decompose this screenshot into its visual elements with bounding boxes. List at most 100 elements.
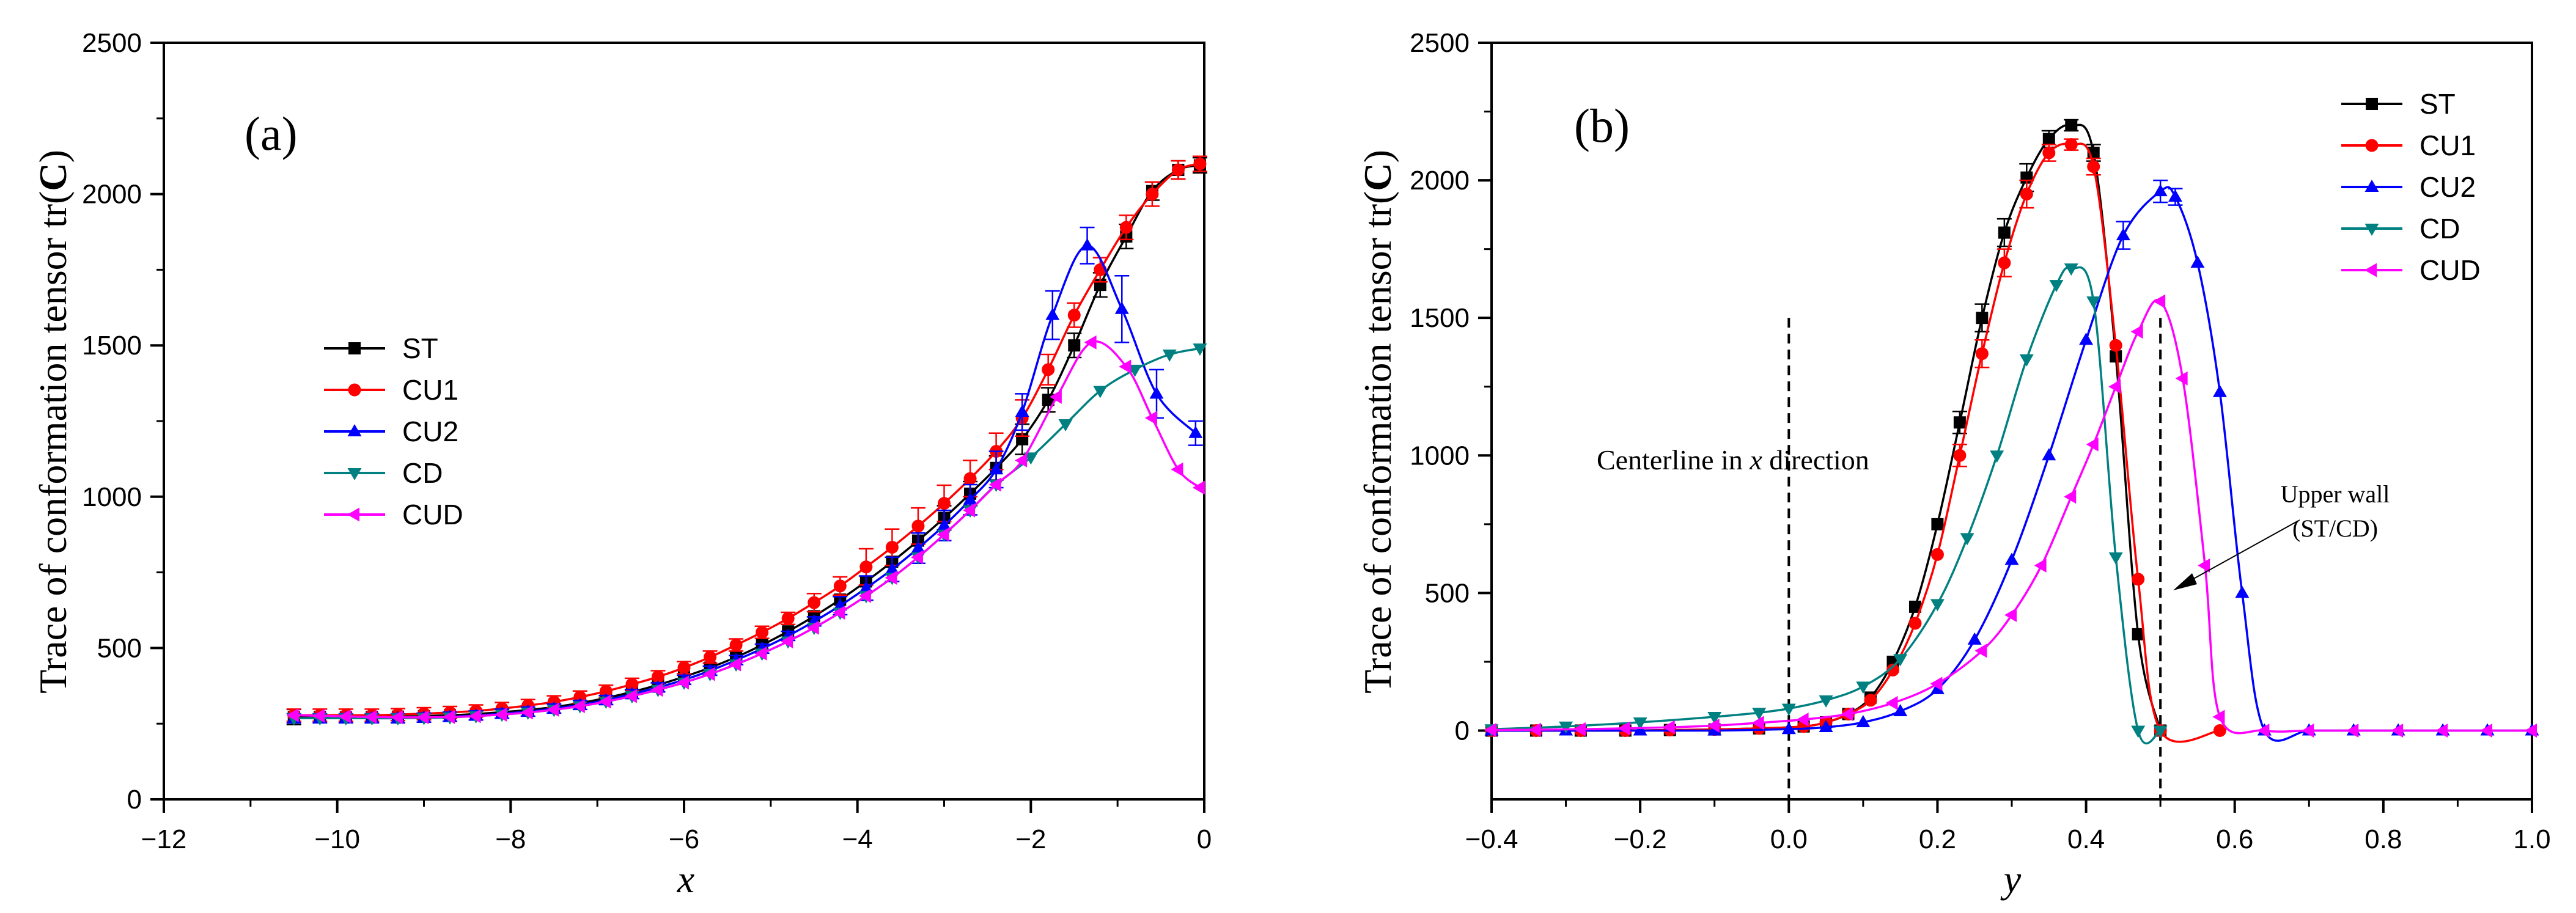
data-point — [2034, 558, 2047, 573]
data-point — [911, 519, 925, 533]
x-tick-label: −0.2 — [1614, 824, 1667, 854]
data-point — [1998, 256, 2011, 270]
data-point — [2480, 723, 2493, 738]
data-point — [443, 710, 455, 724]
data-point — [1146, 188, 1159, 201]
data-point — [859, 560, 873, 574]
legend-entry-cud: CUD — [324, 499, 463, 530]
y-tick-label: 0 — [127, 785, 142, 815]
data-point — [2435, 723, 2448, 738]
data-point — [1049, 389, 1062, 404]
series-cu1 — [1485, 138, 2226, 743]
data-point — [1893, 703, 1908, 716]
data-point — [885, 562, 899, 574]
data-point — [1015, 453, 1028, 468]
legend-label: CU1 — [2420, 130, 2476, 161]
data-point — [1819, 695, 1833, 708]
legend-label: CUD — [402, 499, 463, 530]
data-point — [1908, 617, 1922, 630]
data-point — [2212, 710, 2225, 724]
data-point — [2087, 160, 2100, 174]
data-point — [1819, 720, 1833, 733]
upper-wall-annotation-line1: Upper wall — [2281, 480, 2390, 508]
data-point — [2042, 448, 2056, 461]
data-point — [2020, 188, 2033, 201]
legend-entry-cu1: CU1 — [2341, 130, 2476, 161]
data-point — [911, 540, 926, 553]
panel-b-tick-labels: −0.4 −0.2 0.0 0.2 0.4 0.6 0.8 1.0 0 500 1000 1500 20… — [1410, 28, 2550, 854]
data-point — [885, 540, 899, 554]
data-point — [495, 707, 507, 722]
legend-marker — [2364, 224, 2379, 236]
data-point — [1976, 312, 1989, 324]
data-point — [1042, 363, 1055, 376]
y-tick-label: 2500 — [82, 28, 142, 58]
data-point — [806, 620, 819, 635]
y-tick-label: 0 — [1455, 716, 1470, 746]
upper-wall-arrowhead — [2173, 573, 2197, 590]
series-line — [1492, 142, 2220, 743]
x-tick-label: 0.2 — [1919, 824, 1956, 854]
x-tick-label: 0 — [1197, 824, 1212, 854]
data-point — [1149, 386, 1164, 399]
data-point — [833, 605, 845, 620]
data-point — [1188, 425, 1203, 438]
data-point — [1707, 711, 1722, 724]
y-tick-label: 2500 — [1410, 28, 1470, 58]
data-point — [1752, 708, 1767, 721]
data-point — [598, 694, 611, 709]
data-point — [2153, 725, 2168, 738]
data-point — [1707, 718, 1720, 733]
data-point — [963, 472, 977, 485]
y-tick-label: 1000 — [82, 482, 142, 512]
data-point — [1974, 644, 1987, 658]
data-point — [2175, 371, 2188, 386]
data-point — [677, 675, 689, 690]
data-point — [2213, 724, 2226, 737]
data-point — [1114, 301, 1129, 314]
data-point — [2108, 380, 2121, 394]
data-point — [2064, 138, 2078, 152]
data-point — [2108, 552, 2123, 565]
data-point — [1662, 720, 1675, 735]
x-tick-label: −8 — [495, 824, 526, 854]
legend-entry-cu2: CU2 — [2341, 171, 2476, 203]
data-point — [1171, 163, 1185, 177]
x-tick-label: 0.8 — [2364, 824, 2402, 854]
data-point — [1093, 386, 1108, 398]
data-point — [1864, 694, 1877, 707]
legend-entry-cd: CD — [2341, 213, 2460, 244]
data-point — [1162, 350, 1177, 362]
legend-label: CU2 — [2420, 171, 2476, 203]
data-point — [364, 710, 377, 724]
legend-entry-st: ST — [324, 332, 438, 364]
data-point — [624, 689, 637, 703]
y-tick-label: 2000 — [82, 180, 142, 210]
data-point — [1484, 723, 1496, 738]
legend-marker — [347, 468, 362, 480]
data-point — [1967, 632, 1982, 645]
x-tick-label: −4 — [842, 824, 873, 854]
legend-entry-cu2: CU2 — [324, 416, 458, 447]
series-cud — [1484, 294, 2537, 738]
data-point — [1128, 364, 1143, 377]
data-point — [2153, 184, 2168, 197]
data-point — [2116, 228, 2130, 241]
data-point — [858, 588, 871, 603]
data-point — [2065, 119, 2078, 132]
legend-label: CU1 — [402, 374, 458, 406]
series-cud — [286, 335, 1205, 725]
data-point — [2391, 723, 2404, 738]
legend-entry-st: ST — [2341, 88, 2456, 120]
data-point — [546, 702, 559, 717]
data-point — [937, 527, 949, 542]
data-point — [468, 709, 481, 724]
data-point — [781, 612, 795, 625]
series-line — [1492, 123, 2162, 732]
panel-a-series — [286, 155, 1207, 726]
data-point — [1067, 309, 1081, 322]
data-point — [1751, 716, 1764, 730]
x-tick-label: 1.0 — [2513, 824, 2550, 854]
data-point — [2064, 490, 2077, 504]
